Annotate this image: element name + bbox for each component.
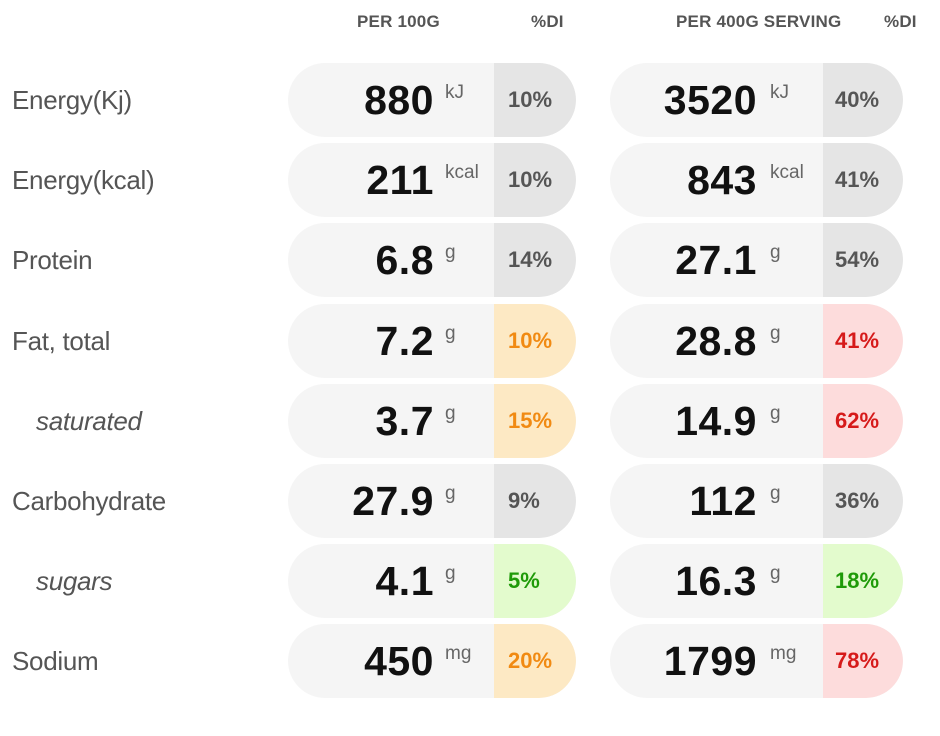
per-serving-cell: 27.1 g 54% xyxy=(610,223,903,297)
per-100g-value: 211 xyxy=(366,156,434,203)
per-serving-unit: g xyxy=(770,242,781,263)
per-serving-unit: g xyxy=(770,563,781,584)
table-row: sugars 4.1 g 5% 16.3 g 18% xyxy=(0,544,940,618)
per-100g-unit: kcal xyxy=(445,162,479,183)
per-100g-di-badge: 20% xyxy=(494,624,576,698)
per-100g-di-badge: 10% xyxy=(494,143,576,217)
nutrient-label: sugars xyxy=(36,565,113,596)
per-100g-value: 450 xyxy=(364,637,434,684)
per-100g-unit: g xyxy=(445,403,456,424)
per-100g-unit: g xyxy=(445,483,456,504)
nutrient-label: Carbohydrate xyxy=(12,485,166,516)
per-100g-value: 880 xyxy=(364,76,434,123)
table-row: Carbohydrate 27.9 g 9% 112 g 36% xyxy=(0,464,940,538)
per-100g-value: 3.7 xyxy=(375,397,434,444)
table-row: Sodium 450 mg 20% 1799 mg 78% xyxy=(0,624,940,698)
per-serving-di-badge: 54% xyxy=(823,223,903,297)
per-serving-di-badge: 78% xyxy=(823,624,903,698)
header-per-serving: PER 400G SERVING xyxy=(676,12,842,31)
nutrient-label: saturated xyxy=(36,405,142,436)
per-100g-cell: 4.1 g 5% xyxy=(288,544,576,618)
per-serving-value: 843 xyxy=(687,156,757,203)
nutrient-label: Energy(Kj) xyxy=(12,84,132,115)
per-100g-di-badge: 5% xyxy=(494,544,576,618)
per-100g-di-badge: 15% xyxy=(494,384,576,458)
per-serving-di-badge: 41% xyxy=(823,143,903,217)
per-100g-unit: g xyxy=(445,563,456,584)
per-100g-di-badge: 14% xyxy=(494,223,576,297)
header-di-serving: %DI xyxy=(884,12,917,31)
per-100g-cell: 6.8 g 14% xyxy=(288,223,576,297)
per-100g-cell: 450 mg 20% xyxy=(288,624,576,698)
table-row: Energy(kcal) 211 kcal 10% 843 kcal 41% xyxy=(0,143,940,217)
per-100g-value: 7.2 xyxy=(375,317,434,364)
per-serving-cell: 843 kcal 41% xyxy=(610,143,903,217)
per-100g-unit: mg xyxy=(445,643,472,664)
per-serving-di-badge: 18% xyxy=(823,544,903,618)
per-serving-unit: kJ xyxy=(770,82,789,103)
per-100g-value: 27.9 xyxy=(352,477,434,524)
per-serving-di-badge: 36% xyxy=(823,464,903,538)
per-serving-di-badge: 41% xyxy=(823,304,903,378)
per-100g-value: 6.8 xyxy=(375,236,434,283)
per-serving-di-badge: 62% xyxy=(823,384,903,458)
per-serving-value: 1799 xyxy=(663,637,757,684)
per-serving-unit: mg xyxy=(770,643,797,664)
table-row: Fat, total 7.2 g 10% 28.8 g 41% xyxy=(0,304,940,378)
per-serving-cell: 28.8 g 41% xyxy=(610,304,903,378)
per-100g-cell: 880 kJ 10% xyxy=(288,63,576,137)
per-100g-unit: kJ xyxy=(445,82,464,103)
per-serving-cell: 1799 mg 78% xyxy=(610,624,903,698)
per-serving-value: 28.8 xyxy=(675,317,757,364)
table-row: Protein 6.8 g 14% 27.1 g 54% xyxy=(0,223,940,297)
per-serving-unit: g xyxy=(770,403,781,424)
per-serving-cell: 112 g 36% xyxy=(610,464,903,538)
nutrient-label: Energy(kcal) xyxy=(12,164,155,195)
nutrient-label: Sodium xyxy=(12,645,99,676)
per-serving-unit: g xyxy=(770,483,781,504)
per-serving-unit: kcal xyxy=(770,162,804,183)
nutrient-label: Protein xyxy=(12,244,93,275)
nutrient-label: Fat, total xyxy=(12,325,111,356)
table-row: Energy(Kj) 880 kJ 10% 3520 kJ 40% xyxy=(0,63,940,137)
per-serving-unit: g xyxy=(770,323,781,344)
table-row: saturated 3.7 g 15% 14.9 g 62% xyxy=(0,384,940,458)
per-serving-value: 16.3 xyxy=(675,557,757,604)
header-per-100g: PER 100G xyxy=(357,12,440,31)
per-serving-value: 3520 xyxy=(663,76,757,123)
per-serving-cell: 16.3 g 18% xyxy=(610,544,903,618)
per-100g-cell: 3.7 g 15% xyxy=(288,384,576,458)
per-100g-di-badge: 10% xyxy=(494,63,576,137)
per-100g-di-badge: 10% xyxy=(494,304,576,378)
header-di-100g: %DI xyxy=(531,12,564,31)
per-serving-cell: 14.9 g 62% xyxy=(610,384,903,458)
per-100g-di-badge: 9% xyxy=(494,464,576,538)
per-serving-di-badge: 40% xyxy=(823,63,903,137)
per-100g-unit: g xyxy=(445,242,456,263)
per-serving-cell: 3520 kJ 40% xyxy=(610,63,903,137)
per-100g-value: 4.1 xyxy=(375,557,434,604)
per-serving-value: 112 xyxy=(689,477,757,524)
per-serving-value: 27.1 xyxy=(675,236,757,283)
per-100g-cell: 7.2 g 10% xyxy=(288,304,576,378)
per-100g-cell: 211 kcal 10% xyxy=(288,143,576,217)
per-100g-unit: g xyxy=(445,323,456,344)
per-serving-value: 14.9 xyxy=(675,397,757,444)
per-100g-cell: 27.9 g 9% xyxy=(288,464,576,538)
